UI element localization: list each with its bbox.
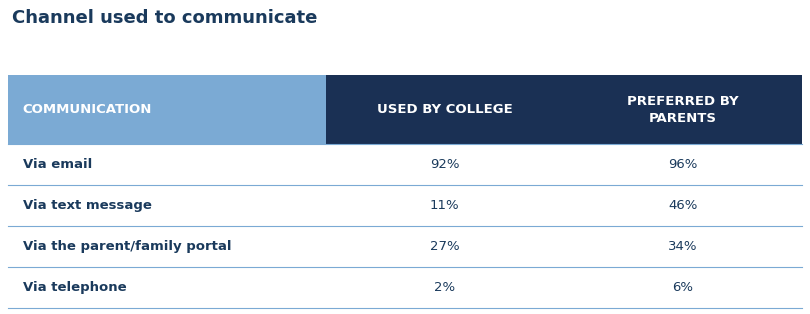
Text: Via the parent/family portal: Via the parent/family portal [23, 240, 231, 253]
Text: 96%: 96% [668, 158, 697, 171]
Bar [326, 75, 564, 144]
Text: USED BY COLLEGE: USED BY COLLEGE [377, 103, 513, 116]
Bar [8, 75, 326, 144]
Text: 6%: 6% [672, 281, 693, 294]
Bar [564, 75, 802, 144]
Text: Via telephone: Via telephone [23, 281, 126, 294]
Text: Via email: Via email [23, 158, 92, 171]
Text: PREFERRED BY
PARENTS: PREFERRED BY PARENTS [627, 95, 739, 125]
Bar [8, 185, 802, 226]
Text: 46%: 46% [668, 199, 697, 212]
Text: 11%: 11% [430, 199, 459, 212]
Bar [8, 144, 802, 185]
Text: Channel used to communicate: Channel used to communicate [12, 9, 318, 27]
Text: 27%: 27% [430, 240, 459, 253]
Bar [8, 308, 802, 314]
Bar [8, 267, 802, 308]
Text: 2%: 2% [434, 281, 455, 294]
Text: 92%: 92% [430, 158, 459, 171]
Text: Via text message: Via text message [23, 199, 151, 212]
Text: 34%: 34% [668, 240, 697, 253]
Bar [8, 226, 802, 267]
Text: COMMUNICATION: COMMUNICATION [23, 103, 152, 116]
